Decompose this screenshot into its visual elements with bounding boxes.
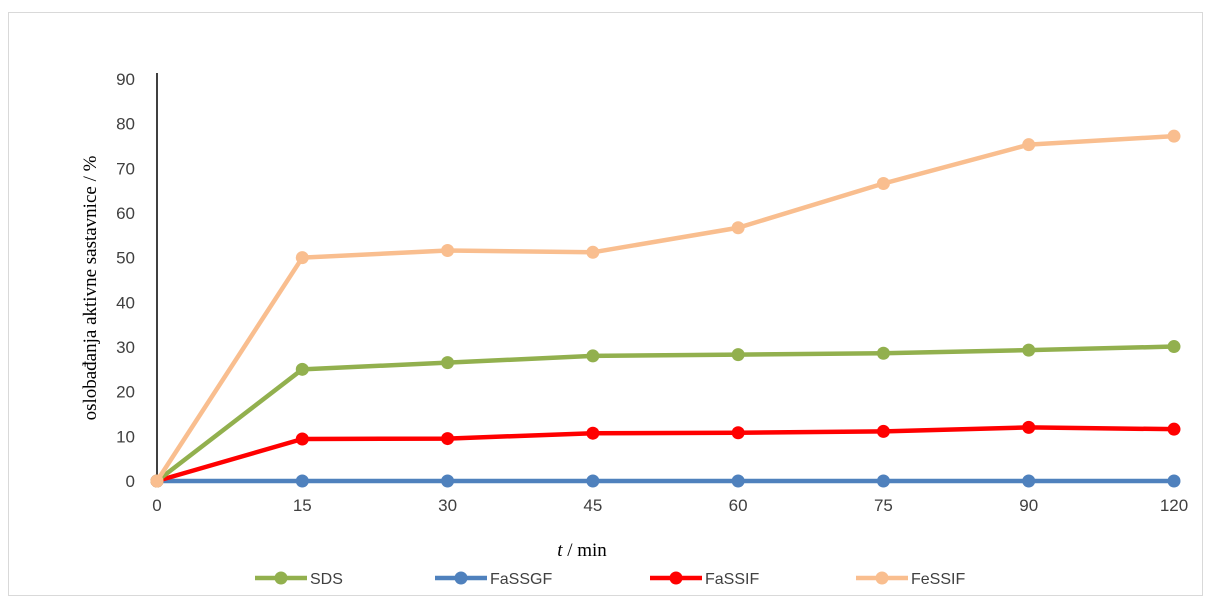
- legend-item-sds: SDS: [255, 571, 343, 588]
- data-point: [441, 244, 455, 258]
- data-point: [586, 426, 600, 440]
- data-point: [731, 474, 745, 488]
- data-point: [1167, 340, 1181, 354]
- data-point: [1022, 343, 1036, 357]
- legend-marker: [274, 571, 288, 585]
- legend-label: FeSSIF: [911, 571, 965, 588]
- x-tick-label: 0: [152, 496, 161, 515]
- data-point: [295, 432, 309, 446]
- data-point: [876, 424, 890, 438]
- legend-label: FaSSIF: [705, 571, 759, 588]
- x-axis-title-unit: / min: [562, 540, 607, 561]
- legend-item-fassif: FaSSIF: [650, 571, 759, 588]
- legend-marker: [669, 571, 683, 585]
- y-tick-label: 30: [116, 338, 135, 357]
- x-axis-title: t / min: [557, 540, 607, 561]
- series-sds: [150, 340, 1181, 488]
- data-point: [731, 426, 745, 440]
- data-point: [1167, 474, 1181, 488]
- legend-marker: [875, 571, 889, 585]
- data-point: [586, 474, 600, 488]
- y-tick-label: 60: [116, 204, 135, 223]
- x-tick-label: 45: [583, 496, 602, 515]
- legend-label: FaSSGF: [490, 571, 552, 588]
- y-tick-label: 40: [116, 293, 135, 312]
- legend: SDS FaSSGF FaSSIF FeSSIF: [255, 571, 965, 588]
- x-axis-ticks: 0 15 30 45 60 75 90 120: [152, 496, 1188, 515]
- data-point: [295, 474, 309, 488]
- series-fessif: [150, 129, 1181, 488]
- data-point: [731, 348, 745, 362]
- data-point: [295, 251, 309, 265]
- y-tick-label: 80: [116, 115, 135, 134]
- data-point: [731, 221, 745, 235]
- chart-frame: [8, 12, 1203, 596]
- series-line: [156, 425, 1175, 484]
- y-tick-label: 70: [116, 159, 135, 178]
- data-point: [876, 177, 890, 191]
- x-axis-title-variable: t: [557, 540, 563, 561]
- y-tick-label: 50: [116, 249, 135, 268]
- y-tick-label: 20: [116, 383, 135, 402]
- data-point: [150, 474, 164, 488]
- data-point: [295, 362, 309, 376]
- data-point: [586, 349, 600, 363]
- y-tick-label: 90: [116, 70, 135, 89]
- data-point: [876, 346, 890, 360]
- data-point: [1167, 422, 1181, 436]
- x-tick-label: 60: [729, 496, 748, 515]
- y-axis-ticks: 0 10 20 30 40 50 60 70 80 90: [116, 70, 135, 491]
- data-point: [441, 474, 455, 488]
- x-tick-label: 15: [293, 496, 312, 515]
- x-tick-label: 120: [1160, 496, 1188, 515]
- legend-label: SDS: [310, 571, 343, 588]
- series-layer: [150, 129, 1181, 488]
- data-point: [1022, 420, 1036, 434]
- data-point: [441, 356, 455, 370]
- data-point: [1167, 129, 1181, 143]
- legend-item-fessif: FeSSIF: [856, 571, 965, 588]
- data-point: [876, 474, 890, 488]
- x-tick-label: 30: [438, 496, 457, 515]
- data-point: [1022, 474, 1036, 488]
- data-point: [1022, 138, 1036, 152]
- y-tick-label: 10: [116, 427, 135, 446]
- series-fassgf: [150, 474, 1181, 488]
- data-point: [586, 245, 600, 259]
- y-axis-title: oslobađanja aktivne sastavnice / %: [80, 155, 101, 420]
- x-tick-label: 90: [1019, 496, 1038, 515]
- legend-item-fassgf: FaSSGF: [435, 571, 552, 588]
- data-point: [441, 432, 455, 446]
- series-line: [155, 344, 1175, 483]
- y-tick-label: 0: [126, 472, 135, 491]
- series-line: [155, 133, 1175, 483]
- x-tick-label: 75: [874, 496, 893, 515]
- legend-marker: [454, 571, 468, 585]
